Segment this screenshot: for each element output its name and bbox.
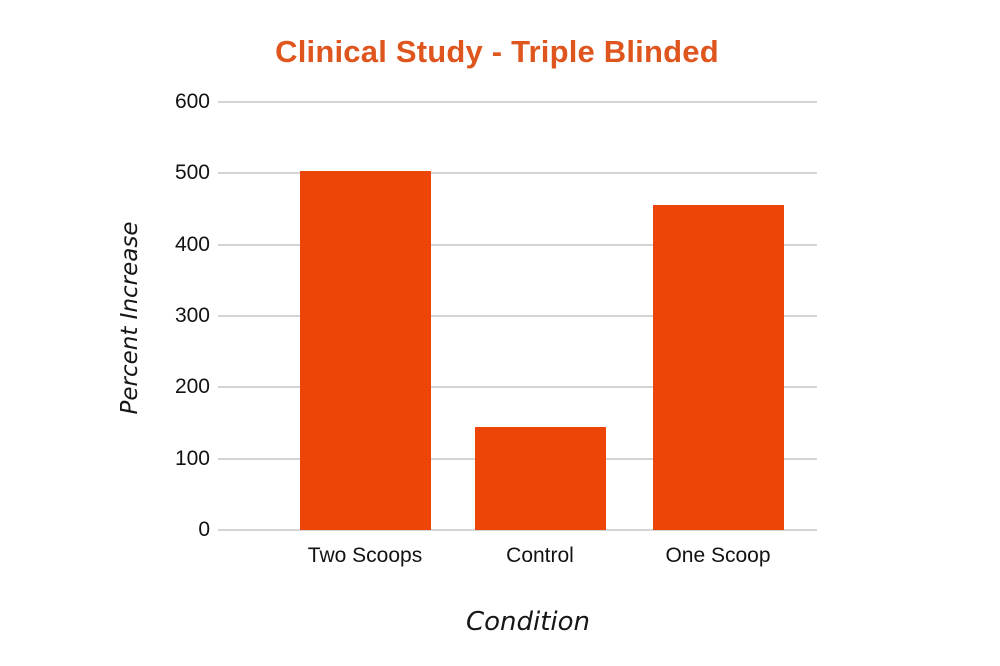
gridline-400 xyxy=(218,243,817,246)
bar-two-scoops xyxy=(299,171,431,530)
y-tick-label-400: 400 xyxy=(174,232,210,256)
x-tick-label-control: Control xyxy=(506,544,574,567)
bar-control xyxy=(474,426,606,530)
x-tick-label-one-scoop: One Scoop xyxy=(665,544,771,567)
chart-title: Clinical Study - Triple Blinded xyxy=(275,34,719,69)
y-tick-label-200: 200 xyxy=(174,375,210,399)
y-tick-label-600: 600 xyxy=(174,90,210,113)
bar-one-scoop xyxy=(652,205,784,530)
gridline-200 xyxy=(218,386,817,389)
gridline-300 xyxy=(218,315,817,317)
gridline-0 xyxy=(218,529,817,531)
y-tick-label-0: 0 xyxy=(198,518,210,541)
y-tick-label-100: 100 xyxy=(174,446,210,470)
gridline-600 xyxy=(218,101,817,103)
gridline-500 xyxy=(218,172,817,175)
x-tick-label-two-scoops: Two Scoops xyxy=(307,544,423,567)
y-axis-label: Percent Increase xyxy=(117,221,143,415)
y-tick-label-500: 500 xyxy=(174,161,210,185)
plot-area: 0 100 200 300 400 500 600 Two Scoops Control One … xyxy=(175,90,817,567)
y-tick-label-300: 300 xyxy=(174,304,210,327)
x-axis-label: Condition xyxy=(465,607,591,637)
